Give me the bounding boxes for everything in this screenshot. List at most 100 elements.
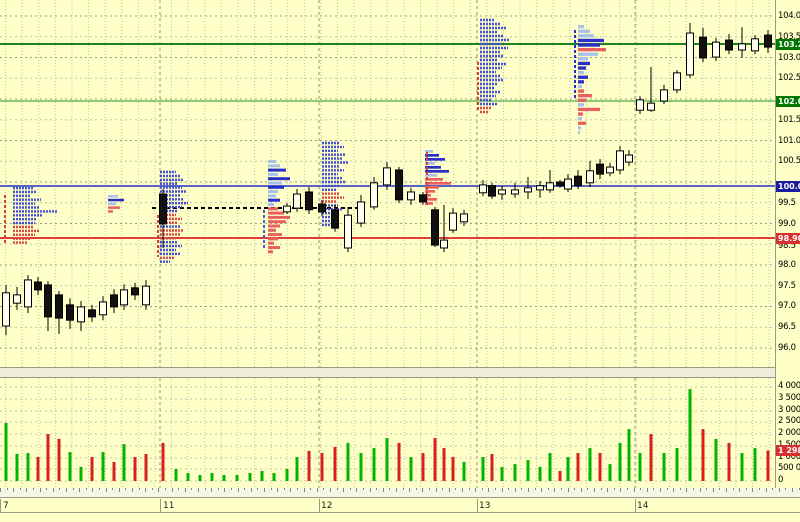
price-chart-pane[interactable] bbox=[0, 0, 775, 368]
ruler-tick bbox=[112, 488, 114, 490]
volume-bar bbox=[688, 389, 692, 481]
cluster-volume-bar bbox=[578, 38, 604, 43]
candle-body bbox=[673, 72, 681, 91]
candle-body bbox=[606, 166, 614, 174]
ruler-tick bbox=[356, 488, 358, 492]
ruler-tick bbox=[613, 488, 615, 490]
ruler-tick bbox=[646, 488, 648, 492]
volume-bar bbox=[307, 450, 311, 481]
volume-bar bbox=[57, 438, 61, 481]
ruler-tick bbox=[290, 488, 292, 492]
ruler-tick bbox=[39, 488, 41, 492]
ruler-tick bbox=[184, 488, 186, 492]
volume-bar bbox=[333, 446, 337, 481]
volume-axis-label: 0 bbox=[778, 475, 784, 485]
volume-bar bbox=[566, 457, 570, 481]
price-axis-label: 100.5 bbox=[778, 156, 800, 166]
price-axis-label: 99.0 bbox=[778, 219, 796, 229]
cluster-volume-bar bbox=[268, 164, 280, 168]
ruler-tick bbox=[336, 488, 338, 490]
volume-bar bbox=[359, 453, 363, 481]
ruler-tick bbox=[79, 488, 81, 492]
day-separator-tick bbox=[477, 499, 478, 513]
price-axis[interactable]: 104.0 103.5 103.0 102.5 101.5 101.0 100.5 99.5 9… bbox=[775, 0, 800, 488]
day-separator-tick bbox=[0, 499, 1, 513]
ruler-tick bbox=[686, 488, 688, 492]
ruler-tick bbox=[389, 488, 391, 490]
candle-body bbox=[625, 154, 633, 163]
cluster-volume-bar bbox=[425, 178, 443, 181]
volume-bar bbox=[490, 453, 494, 481]
ruler-tick bbox=[349, 488, 351, 490]
date-label: 12 bbox=[321, 501, 333, 511]
cluster-volume-bar bbox=[268, 177, 290, 181]
volume-bar bbox=[740, 453, 744, 481]
volume-bar bbox=[295, 457, 299, 481]
ruler-tick bbox=[19, 488, 21, 490]
ruler-tick bbox=[693, 488, 694, 490]
pane-divider[interactable] bbox=[0, 368, 800, 377]
volume-bar bbox=[285, 469, 289, 481]
ruler-tick bbox=[376, 488, 378, 490]
volume-axis-label: 3 500 bbox=[778, 393, 800, 403]
ruler-tick bbox=[237, 488, 239, 492]
volume-bar bbox=[260, 471, 264, 481]
cluster-volume-bar bbox=[425, 162, 435, 165]
ruler-tick bbox=[138, 488, 140, 490]
candle-body bbox=[564, 178, 572, 190]
cluster-volume-bar bbox=[578, 52, 598, 56]
date-label: 7 bbox=[3, 501, 9, 511]
price-level-marker: 103.2 bbox=[776, 39, 800, 50]
cluster-volume-bar bbox=[578, 34, 594, 38]
volume-bar bbox=[112, 461, 116, 481]
volume-bar bbox=[210, 473, 214, 481]
day-separator-tick bbox=[160, 499, 161, 513]
ruler-tick bbox=[475, 488, 477, 492]
candle-body bbox=[318, 203, 326, 213]
cluster-volume-bar bbox=[578, 112, 583, 116]
ruler-tick bbox=[620, 488, 622, 492]
cluster-volume-bar bbox=[268, 233, 282, 237]
ruler-tick bbox=[521, 488, 523, 490]
ruler-tick bbox=[673, 488, 675, 492]
volume-bar bbox=[144, 453, 148, 481]
ruler-tick bbox=[574, 488, 576, 490]
volume-bar bbox=[442, 448, 446, 481]
ruler-tick bbox=[442, 488, 444, 490]
ruler-tick bbox=[85, 488, 87, 490]
candle-body bbox=[440, 239, 448, 249]
ruler-tick bbox=[501, 488, 503, 492]
volume-pane[interactable] bbox=[0, 377, 775, 489]
volume-bar bbox=[15, 453, 19, 481]
time-ruler[interactable] bbox=[0, 488, 800, 498]
volume-bar bbox=[198, 475, 202, 481]
cluster-volume-bar bbox=[425, 158, 445, 161]
ruler-tick bbox=[600, 488, 602, 490]
candle-body bbox=[407, 191, 415, 201]
ruler-tick bbox=[217, 488, 219, 490]
volume-bar bbox=[421, 453, 425, 481]
volume-bar bbox=[548, 453, 552, 481]
price-axis-label: 103.5 bbox=[778, 32, 800, 42]
volume-chart-canvas bbox=[0, 378, 775, 488]
ruler-tick bbox=[567, 488, 569, 492]
candle-body bbox=[636, 99, 644, 111]
ruler-tick bbox=[363, 488, 364, 490]
ruler-tick bbox=[528, 488, 529, 492]
candle-body bbox=[395, 169, 403, 201]
cluster-volume-bar bbox=[268, 198, 280, 202]
candle-body bbox=[764, 34, 772, 48]
ruler-tick bbox=[435, 488, 437, 492]
volume-bar bbox=[161, 442, 165, 481]
cluster-volume-bar bbox=[268, 160, 276, 163]
volume-bar bbox=[451, 457, 455, 481]
candle-body bbox=[110, 294, 118, 308]
date-axis[interactable]: 7 11 12 13 14 bbox=[0, 499, 800, 513]
volume-bar bbox=[727, 442, 731, 481]
candle-body bbox=[511, 189, 519, 195]
candle-body bbox=[24, 279, 32, 308]
price-axis-label: 98.5 bbox=[778, 241, 796, 251]
volume-bar bbox=[101, 452, 105, 481]
current-volume-marker: 1 298 bbox=[776, 445, 800, 456]
